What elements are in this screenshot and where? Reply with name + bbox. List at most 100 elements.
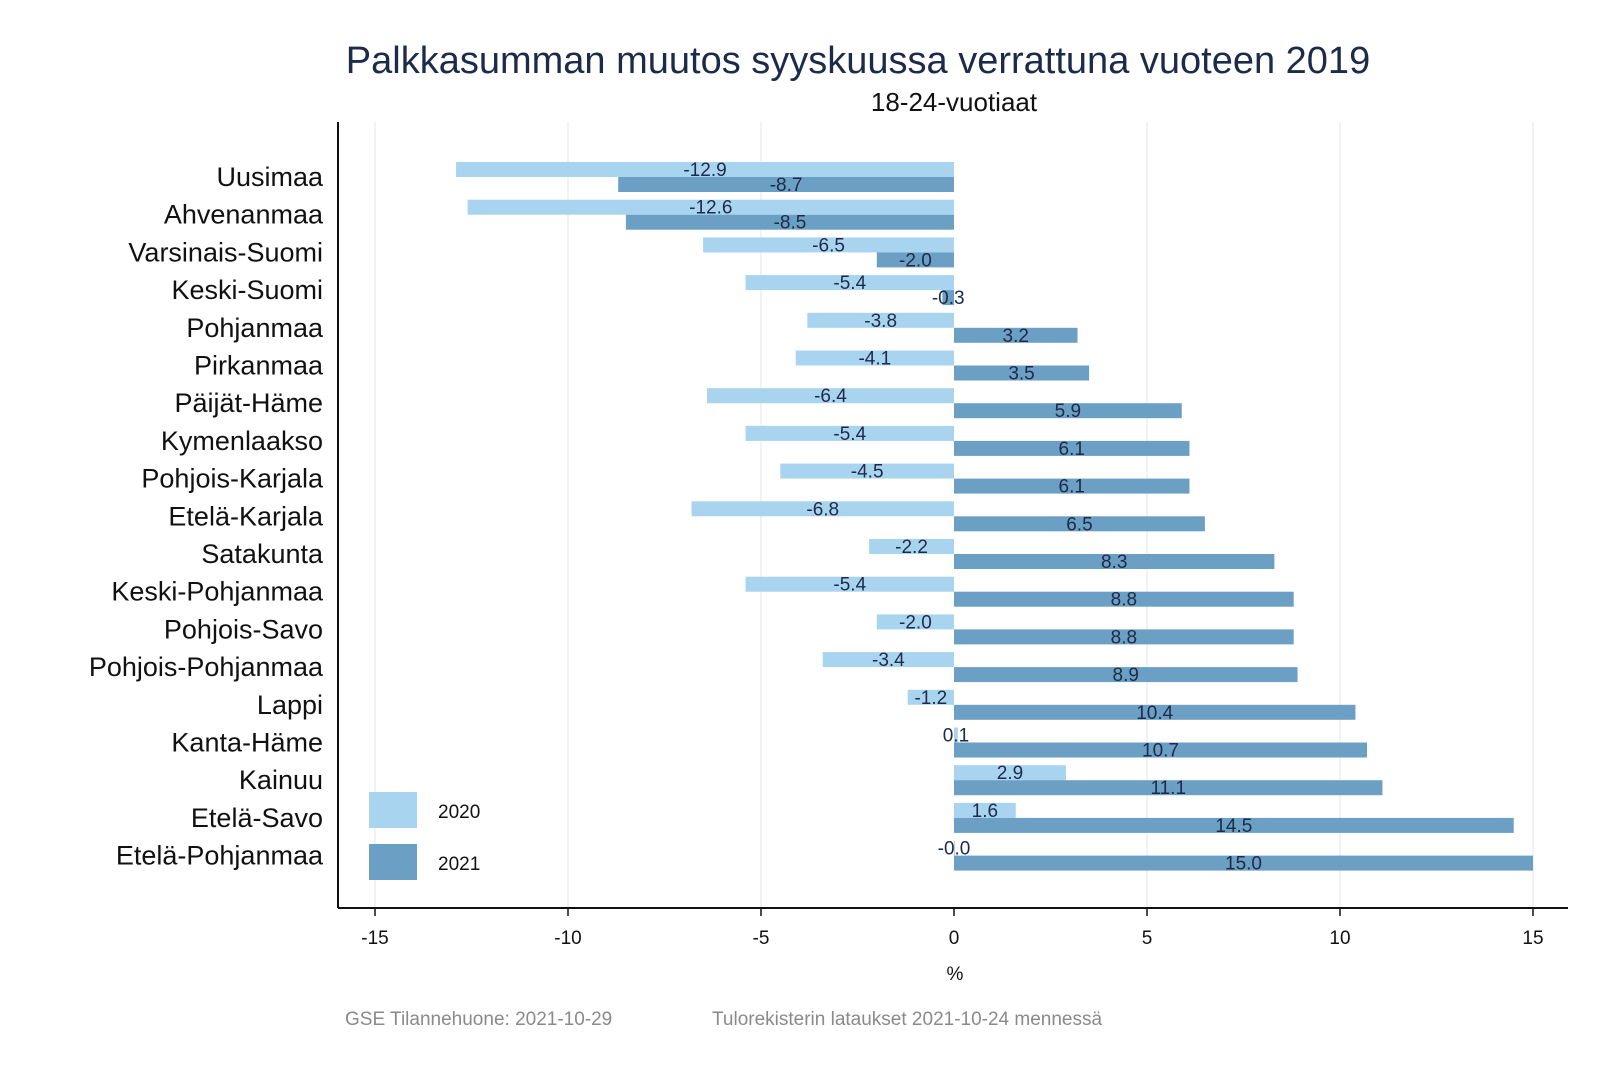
data-label: 6.5 bbox=[1066, 514, 1092, 535]
data-label: 10.4 bbox=[1136, 703, 1173, 724]
bar bbox=[618, 177, 954, 192]
bar bbox=[467, 199, 954, 215]
bar bbox=[954, 478, 1190, 494]
category-label: Ahvenanmaa bbox=[164, 200, 324, 230]
bar bbox=[942, 290, 954, 306]
bar bbox=[954, 327, 1078, 343]
bar bbox=[625, 214, 954, 230]
category-label: Etelä-Pohjanmaa bbox=[116, 841, 324, 871]
bar bbox=[954, 765, 1066, 781]
data-label: -0.3 bbox=[932, 288, 965, 309]
data-label: 15.0 bbox=[1225, 854, 1262, 875]
data-label: -6.8 bbox=[806, 499, 839, 520]
category-label: Pirkanmaa bbox=[194, 351, 324, 381]
data-label: -0.0 bbox=[938, 839, 971, 860]
data-label: 8.9 bbox=[1113, 665, 1139, 686]
data-label: -6.5 bbox=[812, 235, 845, 256]
bar bbox=[954, 403, 1182, 419]
bar bbox=[745, 275, 954, 291]
bar bbox=[745, 576, 954, 592]
category-label: Kainuu bbox=[239, 765, 323, 795]
category-label: Uusimaa bbox=[216, 162, 324, 192]
bar bbox=[954, 629, 1294, 645]
x-axis-label: % bbox=[947, 964, 964, 985]
category-label: Satakunta bbox=[201, 539, 324, 569]
data-label: 5.9 bbox=[1055, 401, 1081, 422]
data-label: 6.1 bbox=[1059, 477, 1085, 498]
chart-title: Palkkasumman muutos syyskuussa verrattun… bbox=[346, 40, 1370, 82]
bar bbox=[703, 237, 954, 253]
legend-swatch bbox=[369, 844, 417, 880]
category-label: Keski-Pohjanmaa bbox=[111, 577, 324, 607]
legend-label: 2020 bbox=[438, 802, 480, 823]
data-label: -1.2 bbox=[914, 688, 947, 709]
data-label: -8.7 bbox=[770, 175, 803, 196]
x-tick-label: 10 bbox=[1329, 928, 1350, 949]
data-label: -2.2 bbox=[895, 537, 928, 558]
bar bbox=[954, 802, 1016, 818]
data-label: 3.2 bbox=[1003, 326, 1029, 347]
data-label: -3.8 bbox=[864, 311, 897, 332]
bar bbox=[691, 501, 954, 517]
bar bbox=[954, 840, 955, 856]
data-label: 10.7 bbox=[1142, 741, 1179, 762]
bar bbox=[745, 425, 954, 441]
x-tick-label: 5 bbox=[1142, 928, 1153, 949]
category-label: Etelä-Savo bbox=[191, 803, 323, 833]
data-label: 1.6 bbox=[972, 801, 998, 822]
chart-subtitle: 18-24-vuotiaat bbox=[871, 87, 1038, 117]
bar bbox=[954, 554, 1275, 569]
data-label: -2.0 bbox=[899, 250, 932, 271]
data-label: -4.1 bbox=[858, 349, 891, 370]
data-label: -12.9 bbox=[683, 160, 726, 181]
bar bbox=[807, 312, 954, 328]
data-label: 8.3 bbox=[1101, 552, 1127, 573]
bar bbox=[954, 817, 1514, 833]
bar bbox=[876, 252, 954, 268]
bar bbox=[822, 652, 954, 668]
x-tick-label: 0 bbox=[949, 928, 960, 949]
bar bbox=[907, 689, 954, 705]
x-ticks: -15 -10 -5 0 5 10 15 bbox=[361, 908, 1544, 949]
category-label: Pohjois-Pohjanmaa bbox=[89, 652, 324, 682]
legend-swatch bbox=[369, 792, 417, 828]
data-label: 8.8 bbox=[1111, 590, 1137, 611]
category-label: Kanta-Häme bbox=[171, 728, 323, 758]
data-label: -8.5 bbox=[774, 213, 807, 234]
data-label: 14.5 bbox=[1215, 816, 1252, 837]
category-label: Pohjois-Karjala bbox=[141, 464, 324, 494]
category-label: Keski-Suomi bbox=[171, 275, 323, 305]
x-tick-label: -15 bbox=[361, 928, 388, 949]
category-labels: Uusimaa Ahvenanmaa Varsinais-Suomi Keski-Su… bbox=[89, 162, 324, 871]
x-tick-label: -5 bbox=[753, 928, 770, 949]
data-label: -5.4 bbox=[833, 575, 866, 596]
bar bbox=[954, 591, 1294, 607]
bar bbox=[954, 365, 1090, 381]
legend-label: 2021 bbox=[438, 854, 480, 875]
category-label: Etelä-Karjala bbox=[168, 501, 324, 531]
category-label: Varsinais-Suomi bbox=[128, 237, 323, 267]
bar bbox=[954, 704, 1356, 720]
x-tick-label: -10 bbox=[554, 928, 581, 949]
category-label: Pohjois-Savo bbox=[164, 614, 323, 644]
bar bbox=[869, 539, 954, 554]
bar bbox=[954, 780, 1383, 796]
category-label: Pohjanmaa bbox=[186, 313, 324, 343]
bar bbox=[780, 463, 954, 479]
category-label: Päijät-Häme bbox=[174, 388, 323, 418]
x-tick-label: 15 bbox=[1522, 928, 1543, 949]
bar bbox=[456, 162, 954, 177]
legend: 2020 2021 bbox=[369, 792, 480, 880]
bar bbox=[876, 614, 954, 630]
footer-source-date: GSE Tilannehuone: 2021-10-29 bbox=[345, 1009, 612, 1030]
bar bbox=[954, 727, 958, 743]
data-label: 3.5 bbox=[1008, 364, 1034, 385]
data-label: -5.4 bbox=[833, 273, 866, 294]
category-label: Lappi bbox=[257, 690, 323, 720]
bars bbox=[456, 162, 1533, 871]
data-label: 6.1 bbox=[1059, 439, 1085, 460]
bar bbox=[954, 855, 1533, 871]
data-label: 0.1 bbox=[943, 726, 969, 747]
data-labels: -12.9 -8.7 -12.6 -8.5-6.5 -2.0 -5.4 -0.3 -3.8 3.… bbox=[683, 160, 1262, 875]
